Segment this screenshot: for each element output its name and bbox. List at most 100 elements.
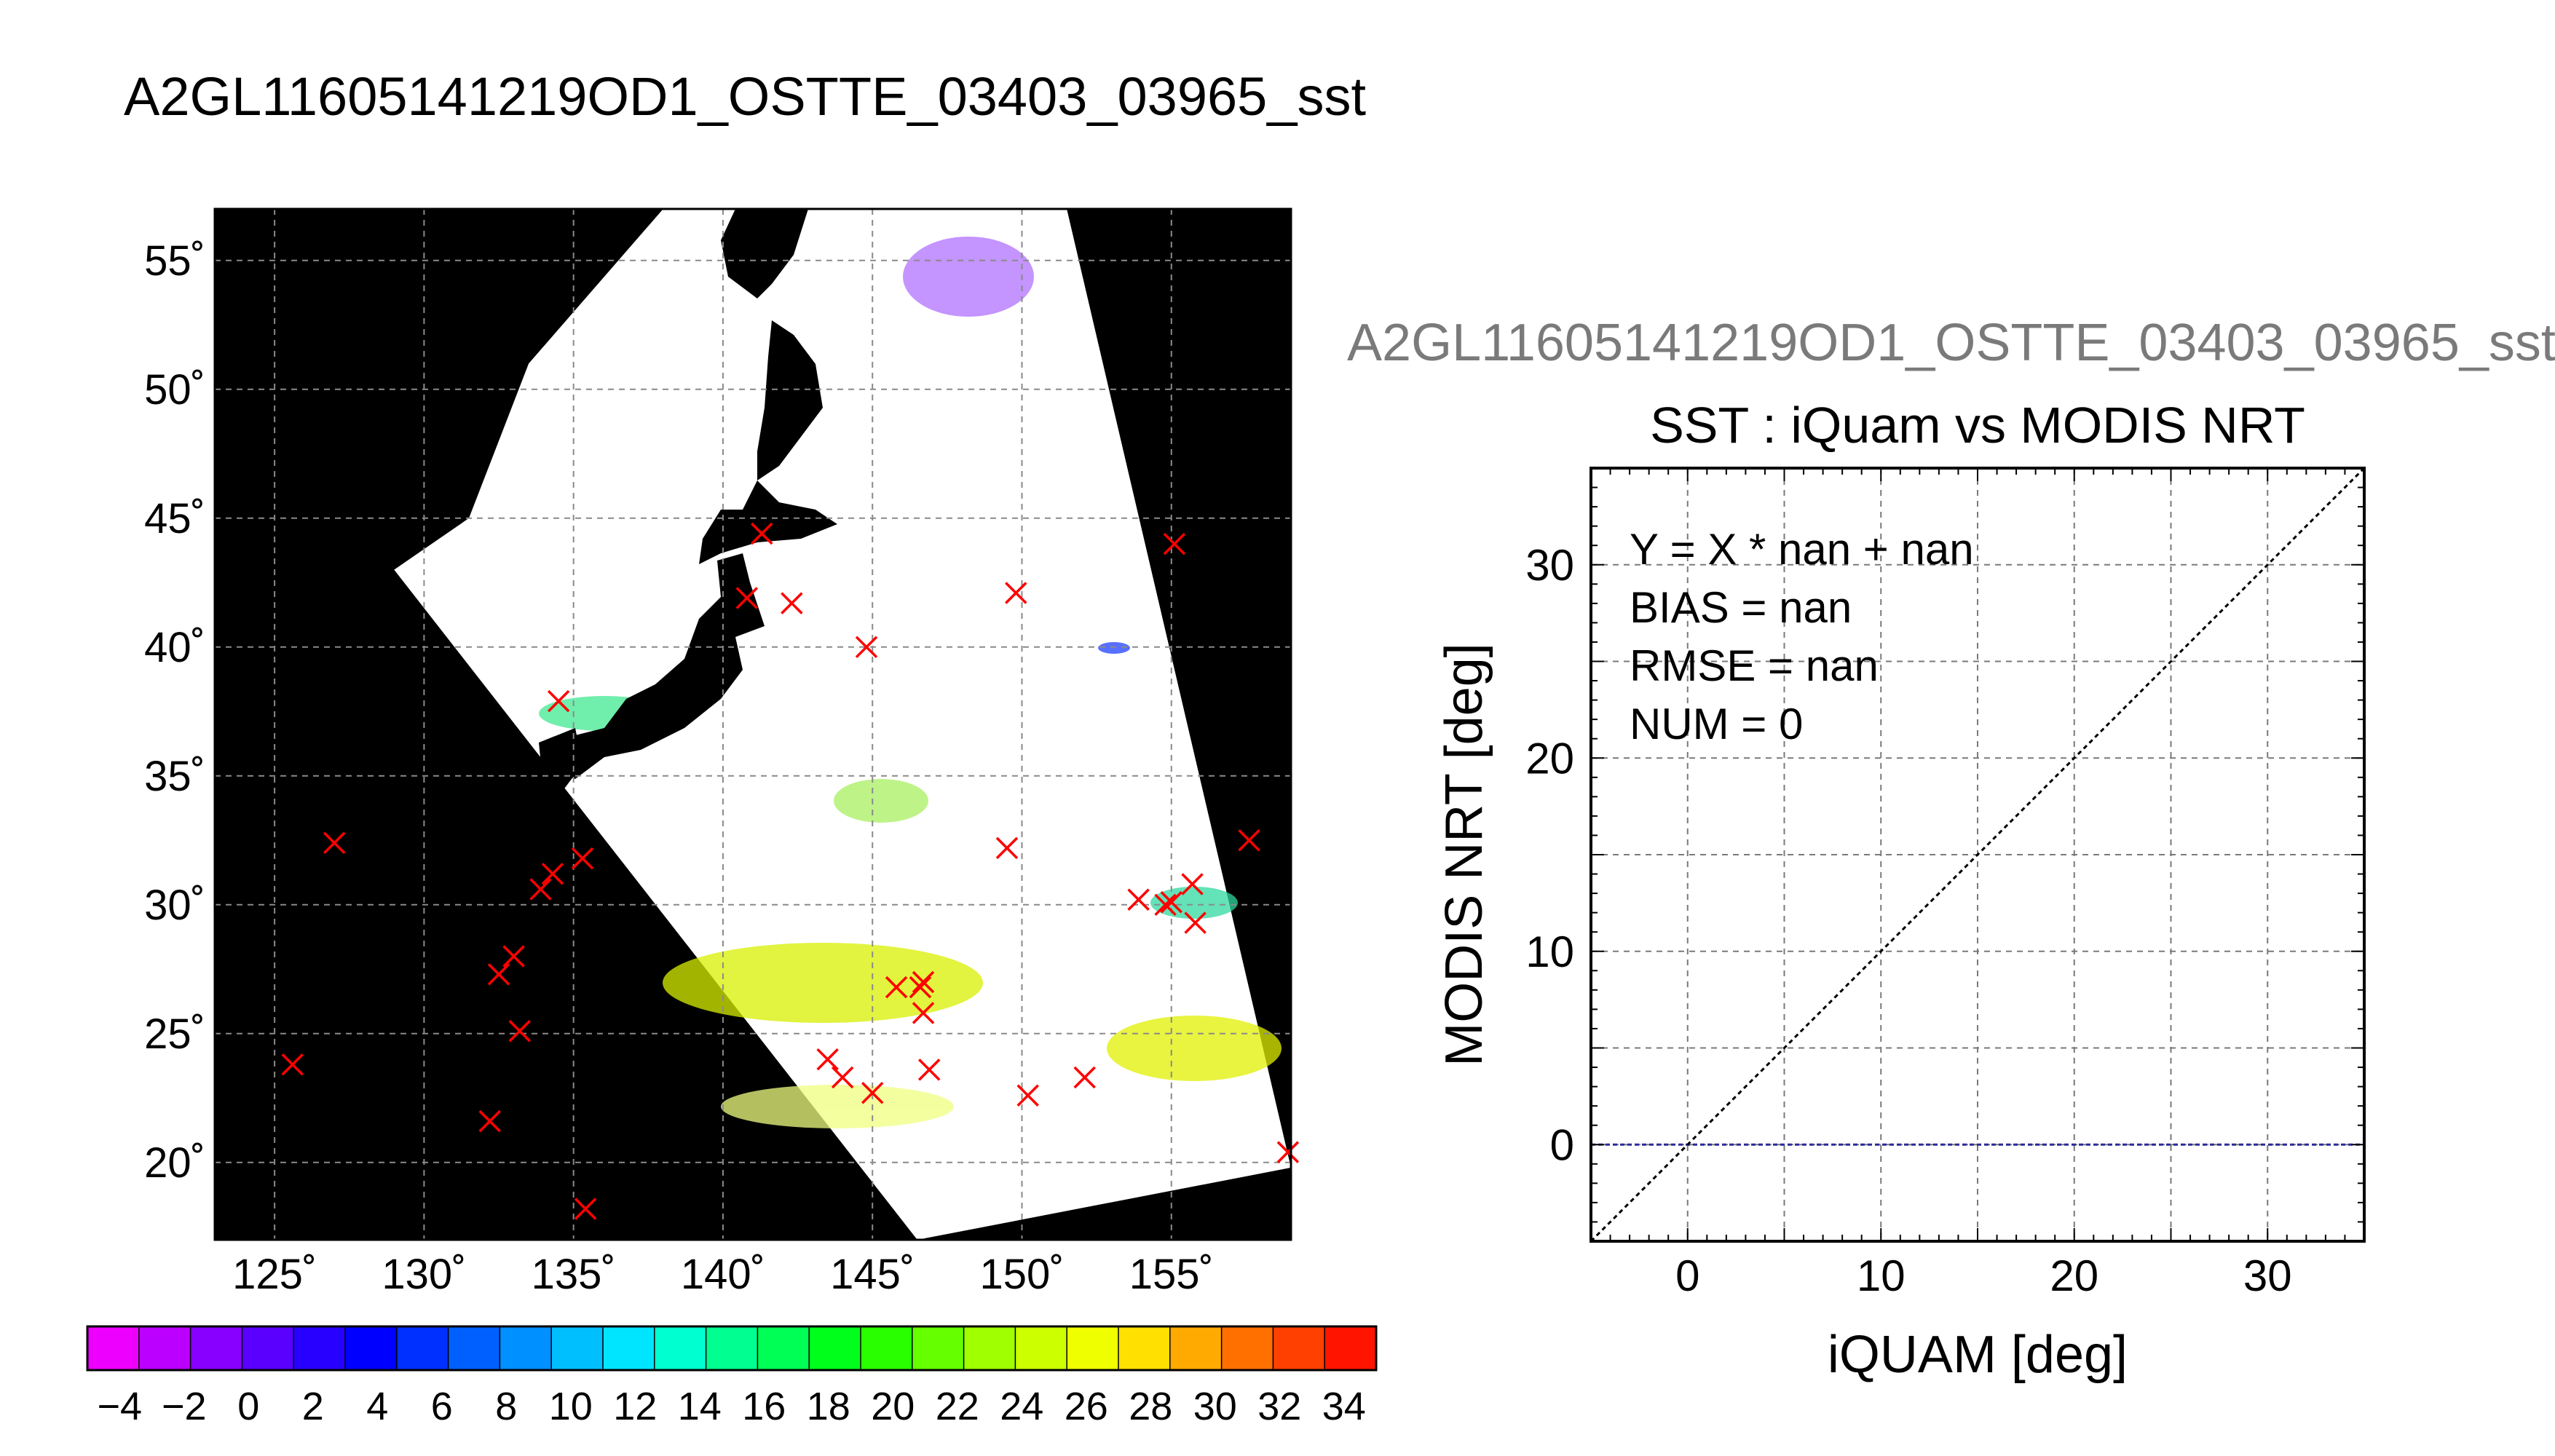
colorbar-swatch	[1169, 1326, 1223, 1371]
colorbar-swatch	[808, 1326, 862, 1371]
map-x-tick-label: 140˚	[681, 1251, 765, 1298]
land-masses	[539, 209, 837, 794]
colorbar-swatch	[1014, 1326, 1068, 1371]
sst-blob-north	[903, 237, 1034, 317]
colorbar-tick-label: 18	[807, 1385, 850, 1428]
colorbar-swatch	[344, 1326, 398, 1371]
scatter-y-tick-labels: 0 10 20 30	[1525, 541, 1574, 1170]
colorbar-tick-label: 8	[495, 1385, 517, 1428]
match-marker	[912, 1002, 935, 1024]
colorbar-swatch	[654, 1326, 707, 1371]
colorbar-swatch	[705, 1326, 759, 1371]
scatter-y-tick-label: 10	[1525, 927, 1574, 976]
land-korea-coast	[539, 728, 583, 794]
map-x-tick-label: 155˚	[1129, 1251, 1214, 1298]
map-y-tick-label: 30˚	[144, 882, 205, 929]
match-marker	[1127, 888, 1150, 911]
colorbar-tick-label: 22	[936, 1385, 979, 1428]
map-x-tick-label: 150˚	[979, 1251, 1064, 1298]
scatter-frame	[1590, 467, 2366, 1243]
match-marker	[1073, 1066, 1096, 1089]
match-marker	[1181, 873, 1204, 895]
match-marker	[502, 945, 525, 968]
colorbar-swatch	[1272, 1326, 1326, 1371]
match-marker	[487, 963, 510, 986]
colorbar-swatch	[1118, 1326, 1172, 1371]
sst-blob-kuroshio	[663, 943, 983, 1023]
match-marker	[885, 976, 908, 999]
match-marker	[574, 1198, 597, 1220]
match-marker	[529, 878, 552, 901]
colorbar-swatch	[1324, 1326, 1378, 1371]
colorbar-swatch	[499, 1326, 553, 1371]
page-title: A2GL11605141219OD1_OSTTE_03403_03965_sst	[124, 66, 1367, 127]
colorbar-swatch	[293, 1326, 347, 1371]
map-y-tick-label: 45˚	[144, 495, 205, 542]
match-marker	[735, 587, 759, 609]
match-marker	[281, 1053, 304, 1076]
colorbar-swatch	[963, 1326, 1016, 1371]
scatter-y-tick-label: 20	[1525, 734, 1574, 783]
x-axis-label: iQUAM [deg]	[1828, 1326, 2128, 1384]
colorbar-swatch	[396, 1326, 449, 1371]
scatter-x-tick-label: 0	[1675, 1251, 1699, 1300]
land-hokkaido	[699, 480, 837, 564]
scatter-stat-line: RMSE = nan	[1630, 641, 1879, 690]
match-marker	[541, 863, 564, 885]
scatter-x-tick-label: 20	[2050, 1251, 2098, 1300]
colorbar-swatches	[87, 1326, 1378, 1371]
colorbar-tick-label: 14	[678, 1385, 722, 1428]
scatter-stats: Y = X * nan + nan BIAS = nan RMSE = nan NUM…	[1630, 525, 1974, 748]
map-y-tick-label: 55˚	[144, 237, 205, 285]
match-marker	[751, 522, 773, 545]
colorbar-tick-label: 12	[613, 1385, 657, 1428]
colorbar-swatch	[860, 1326, 914, 1371]
colorbar-tick-label: 24	[1000, 1385, 1043, 1428]
colorbar-swatch	[602, 1326, 656, 1371]
match-marker	[547, 689, 570, 713]
map-markers	[281, 522, 1300, 1220]
sst-blobs	[539, 237, 1282, 1128]
scatter-y-tick-label: 0	[1550, 1120, 1574, 1169]
scatter-x-tick-label: 30	[2243, 1251, 2292, 1300]
sst-blob-offshore	[1098, 642, 1130, 654]
colorbar-tick-label: 28	[1129, 1385, 1172, 1428]
colorbar-swatch	[138, 1326, 191, 1371]
colorbar-tick-label: 6	[431, 1385, 453, 1428]
match-marker	[1276, 1141, 1300, 1163]
map-y-tick-label: 40˚	[144, 624, 205, 671]
sst-blob-southeast	[1107, 1016, 1282, 1081]
colorbar-tick-label: 32	[1257, 1385, 1301, 1428]
match-marker	[781, 592, 803, 614]
colorbar-frame	[86, 1325, 1378, 1372]
colorbar-tick-labels: −4 −2 0 2 4 6 8 10 12 14 16 18 20 22 24 26 28 30 32 34	[97, 1385, 1365, 1428]
match-marker	[1163, 532, 1186, 555]
match-marker	[861, 1081, 884, 1104]
colorbar-tick-label: 2	[302, 1385, 324, 1428]
y-axis-label: MODIS NRT [deg]	[1435, 643, 1493, 1067]
match-marker	[816, 1048, 839, 1071]
match-marker	[1184, 911, 1207, 934]
colorbar-swatch	[1220, 1326, 1274, 1371]
map-y-tick-label: 20˚	[144, 1139, 205, 1187]
map-x-tick-label: 130˚	[382, 1251, 466, 1298]
land-honshu	[553, 553, 765, 779]
identity-line	[1591, 468, 2364, 1241]
map-y-tick-labels: 20˚ 25˚ 30˚ 35˚ 40˚ 45˚ 50˚ 55˚	[144, 237, 205, 1187]
colorbar-swatch	[447, 1326, 501, 1371]
land-sakhalin	[757, 320, 823, 480]
sst-map: 125˚ 130˚ 135˚ 140˚ 145˚ 150˚ 155˚ 20˚ 25˚ 30˚ 35…	[144, 207, 1300, 1298]
match-marker	[508, 1020, 532, 1042]
map-frame	[213, 207, 1292, 1241]
scatter-x-tick-labels: 0 10 20 30	[1675, 1251, 2292, 1300]
colorbar-tick-label: −2	[162, 1385, 207, 1428]
match-marker	[995, 836, 1019, 860]
colorbar-tick-label: 0	[237, 1385, 259, 1428]
match-marker	[912, 970, 935, 994]
colorbar-swatch	[87, 1326, 141, 1371]
scatter-y-tick-label: 30	[1525, 541, 1574, 590]
scatter-header: A2GL11605141219OD1_OSTTE_03403_03965_sst	[1347, 314, 2555, 372]
map-grid	[215, 209, 1291, 1240]
